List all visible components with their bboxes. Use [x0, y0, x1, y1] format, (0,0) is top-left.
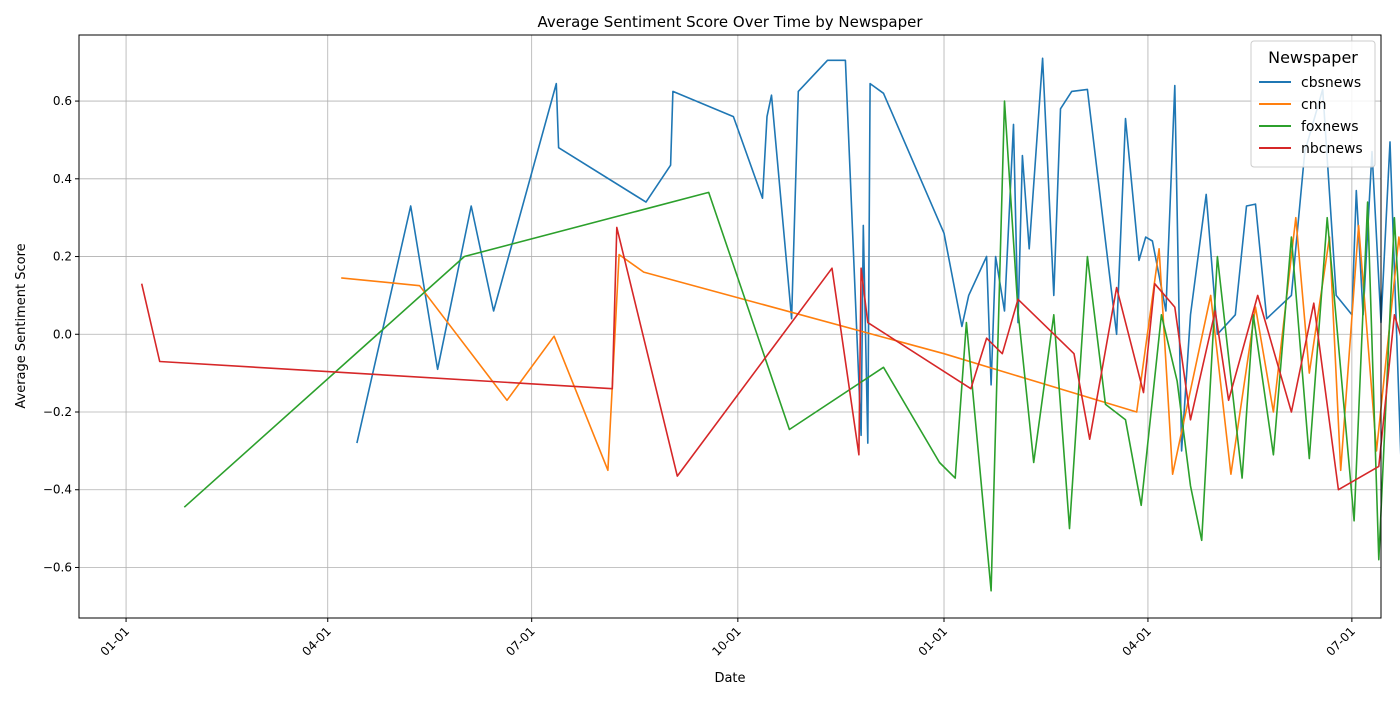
legend-title: Newspaper	[1268, 48, 1358, 67]
y-axis-label: Average Sentiment Score	[14, 243, 29, 408]
y-tick-label: 0.4	[53, 172, 72, 186]
x-axis-label: Date	[714, 671, 745, 686]
y-tick-label: −0.4	[43, 483, 72, 497]
gridlines	[79, 35, 1381, 618]
y-axis: −0.6 −0.4 −0.2 0.0 0.2 0.4 0.6	[43, 94, 79, 574]
legend-label-foxnews: foxnews	[1301, 119, 1359, 135]
x-tick-label: 07-01	[503, 624, 538, 659]
y-tick-label: −0.6	[43, 560, 72, 574]
x-tick-label: 01-01	[916, 624, 951, 659]
x-axis: 01-01 04-01 07-01 10-01 01-01 04-01 07-01	[98, 618, 1358, 659]
series-line-cnn	[341, 216, 1400, 476]
y-tick-label: −0.2	[43, 405, 72, 419]
x-tick-label: 07-01	[1323, 624, 1358, 659]
legend: Newspaper cbsnews cnn foxnews nbcnews	[1250, 40, 1376, 168]
legend-label-cnn: cnn	[1301, 97, 1326, 113]
legend-label-nbcnews: nbcnews	[1301, 141, 1363, 157]
x-tick-label: 04-01	[299, 624, 334, 659]
x-tick-label: 04-01	[1120, 624, 1155, 659]
x-tick-label: 10-01	[709, 624, 744, 659]
y-tick-label: 0.6	[53, 94, 72, 108]
legend-label-cbsnews: cbsnews	[1301, 75, 1361, 91]
series-line-cbsnews	[356, 57, 1400, 456]
series-lines	[140, 57, 1400, 592]
plot-frame	[78, 34, 1382, 619]
legend-box	[1250, 40, 1376, 168]
y-tick-label: 0.0	[53, 327, 72, 341]
y-tick-label: 0.2	[53, 250, 72, 264]
series-line-nbcnews	[140, 226, 1400, 491]
series-line-foxnews	[183, 100, 1400, 592]
chart-title: Average Sentiment Score Over Time by New…	[537, 13, 923, 31]
x-tick-label: 01-01	[98, 624, 133, 659]
